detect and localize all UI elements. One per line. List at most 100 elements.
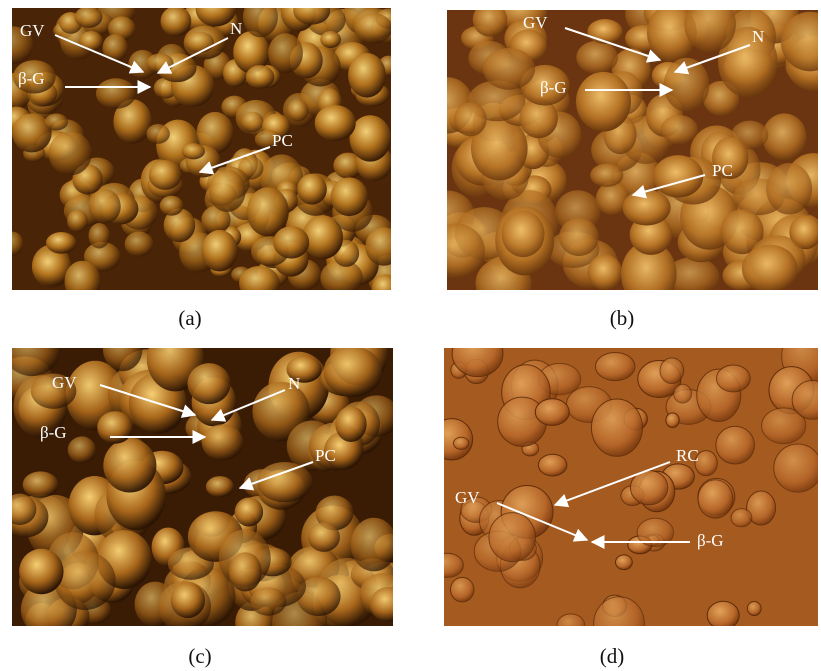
grain bbox=[454, 102, 486, 136]
grain bbox=[287, 99, 308, 121]
grain bbox=[660, 358, 684, 384]
label: N bbox=[752, 27, 764, 46]
grain bbox=[762, 113, 806, 160]
label: N bbox=[288, 374, 300, 393]
grain bbox=[576, 41, 618, 74]
grain bbox=[19, 549, 63, 594]
grain bbox=[160, 196, 184, 216]
grain bbox=[209, 169, 246, 212]
label: RC bbox=[676, 446, 699, 465]
grain bbox=[235, 497, 263, 526]
grain bbox=[202, 230, 238, 272]
grain bbox=[747, 601, 761, 615]
grain bbox=[257, 462, 313, 502]
label: PC bbox=[315, 446, 336, 465]
label: PC bbox=[272, 131, 293, 150]
grain bbox=[351, 518, 397, 572]
grain bbox=[5, 328, 60, 376]
grain bbox=[125, 232, 154, 257]
grain bbox=[241, 112, 263, 133]
grain bbox=[331, 177, 368, 216]
grain bbox=[452, 331, 503, 377]
grain bbox=[489, 513, 535, 562]
grain bbox=[68, 436, 96, 463]
label: N bbox=[230, 19, 242, 38]
grain bbox=[268, 33, 303, 73]
grain bbox=[202, 424, 244, 460]
label: β-G bbox=[697, 531, 724, 550]
grain bbox=[297, 174, 327, 205]
grain bbox=[96, 78, 136, 109]
grain bbox=[97, 411, 133, 443]
grain bbox=[88, 223, 109, 248]
grain bbox=[67, 210, 88, 232]
grain bbox=[559, 218, 599, 256]
grain bbox=[557, 614, 585, 636]
caption: (c) bbox=[188, 644, 211, 668]
label: GV bbox=[523, 13, 548, 32]
grain bbox=[308, 522, 340, 552]
grain bbox=[731, 509, 752, 527]
grain bbox=[206, 476, 234, 497]
grain bbox=[591, 399, 642, 456]
grain bbox=[365, 227, 402, 265]
caption: (b) bbox=[610, 306, 635, 330]
grain bbox=[3, 494, 36, 525]
grain bbox=[146, 124, 170, 144]
grain bbox=[182, 143, 205, 159]
grain bbox=[23, 471, 59, 497]
grain bbox=[616, 555, 633, 570]
grain bbox=[595, 352, 635, 380]
grain bbox=[335, 406, 366, 442]
label: GV bbox=[455, 488, 480, 507]
grain bbox=[246, 65, 275, 89]
grain bbox=[348, 53, 386, 98]
grain bbox=[587, 19, 622, 44]
grain bbox=[103, 327, 143, 371]
label: β-G bbox=[40, 423, 67, 442]
grain bbox=[453, 437, 468, 449]
grain bbox=[774, 444, 821, 492]
grain bbox=[588, 254, 623, 290]
grain bbox=[315, 105, 356, 141]
label: GV bbox=[20, 21, 45, 40]
grain bbox=[370, 587, 407, 622]
micrograph bbox=[0, 0, 409, 302]
grain bbox=[661, 115, 698, 144]
label: β-G bbox=[18, 69, 45, 88]
caption: (d) bbox=[600, 644, 625, 668]
grain bbox=[273, 226, 309, 258]
grain bbox=[766, 163, 812, 215]
grain bbox=[623, 190, 671, 226]
grain bbox=[45, 114, 68, 131]
grain bbox=[250, 587, 286, 615]
grain bbox=[698, 480, 733, 518]
label: PC bbox=[712, 161, 733, 180]
grain bbox=[450, 577, 473, 602]
grain bbox=[2, 232, 23, 256]
figure: GVNβ-GPC(a)GVNβ-GPC(b)GVNβ-GPC(c)RCGVβ-G… bbox=[0, 0, 821, 671]
grain bbox=[427, 223, 485, 278]
grain bbox=[185, 32, 214, 53]
page: {"panels": [ {"caption": "(a)", "labels"… bbox=[0, 0, 821, 671]
grain bbox=[64, 261, 100, 302]
grain bbox=[716, 426, 755, 464]
grain bbox=[54, 551, 115, 610]
grain bbox=[146, 54, 173, 73]
grain bbox=[483, 48, 535, 90]
grain bbox=[48, 131, 91, 175]
grain bbox=[576, 72, 631, 132]
grain bbox=[535, 399, 569, 426]
grain bbox=[161, 6, 192, 36]
grain bbox=[79, 31, 103, 52]
grain bbox=[149, 160, 182, 190]
grain bbox=[103, 439, 156, 493]
grain bbox=[320, 31, 341, 48]
grain bbox=[538, 454, 566, 476]
grain bbox=[666, 413, 679, 428]
grain bbox=[229, 552, 262, 591]
grain bbox=[354, 13, 392, 43]
label: β-G bbox=[540, 78, 567, 97]
grain bbox=[239, 266, 280, 301]
grain bbox=[716, 365, 750, 392]
